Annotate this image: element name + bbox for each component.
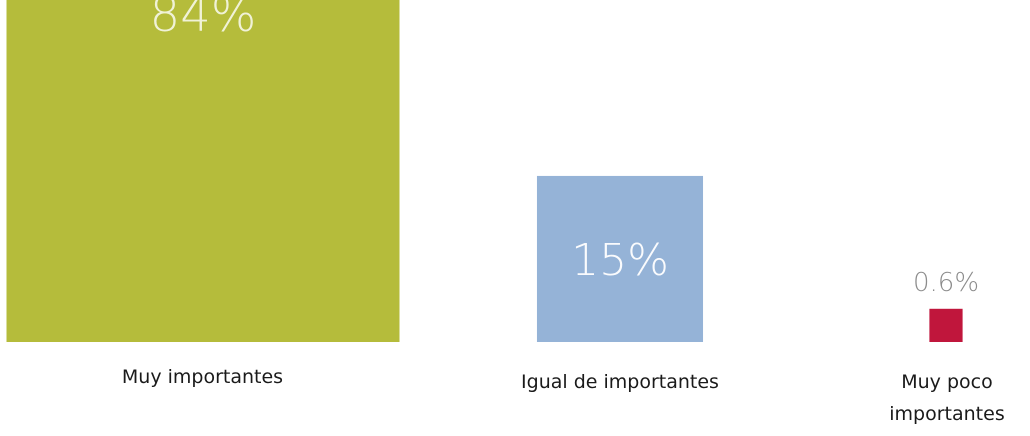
value-label-igual-de-importantes: 15% <box>571 235 669 286</box>
bar-muy-poco-importantes <box>929 308 963 342</box>
category-label-muy-poco-importantes: Muy poco importantes <box>889 371 1005 425</box>
category-label-igual-de-importantes: Igual de importantes <box>521 371 719 393</box>
value-label-muy-poco-importantes: 0.6% <box>913 268 979 298</box>
value-label-muy-importantes: 84% <box>150 0 257 43</box>
bar-igual-de-importantes <box>536 175 704 342</box>
bar-muy-importantes <box>6 0 400 342</box>
category-label-muy-importantes: Muy importantes <box>121 366 284 388</box>
